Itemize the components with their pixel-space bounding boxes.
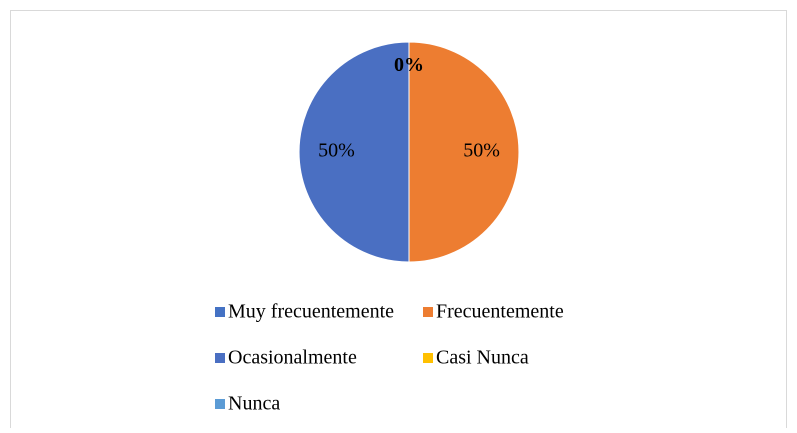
legend-swatch <box>215 307 225 317</box>
legend-swatch <box>215 399 225 409</box>
data-label: 50% <box>318 140 355 162</box>
data-label: 50% <box>463 140 500 162</box>
legend-label: Nunca <box>228 393 280 415</box>
legend-label: Ocasionalmente <box>228 347 357 369</box>
legend-label: Muy frecuentemente <box>228 301 394 323</box>
legend-label: Frecuentemente <box>436 301 564 323</box>
data-label: 0% <box>394 54 424 76</box>
pie-slice <box>298 41 410 263</box>
legend-label: Casi Nunca <box>436 347 529 369</box>
legend-swatch <box>423 307 433 317</box>
legend-swatch <box>215 353 225 363</box>
legend-swatch <box>423 353 433 363</box>
pie-slice <box>408 41 520 263</box>
